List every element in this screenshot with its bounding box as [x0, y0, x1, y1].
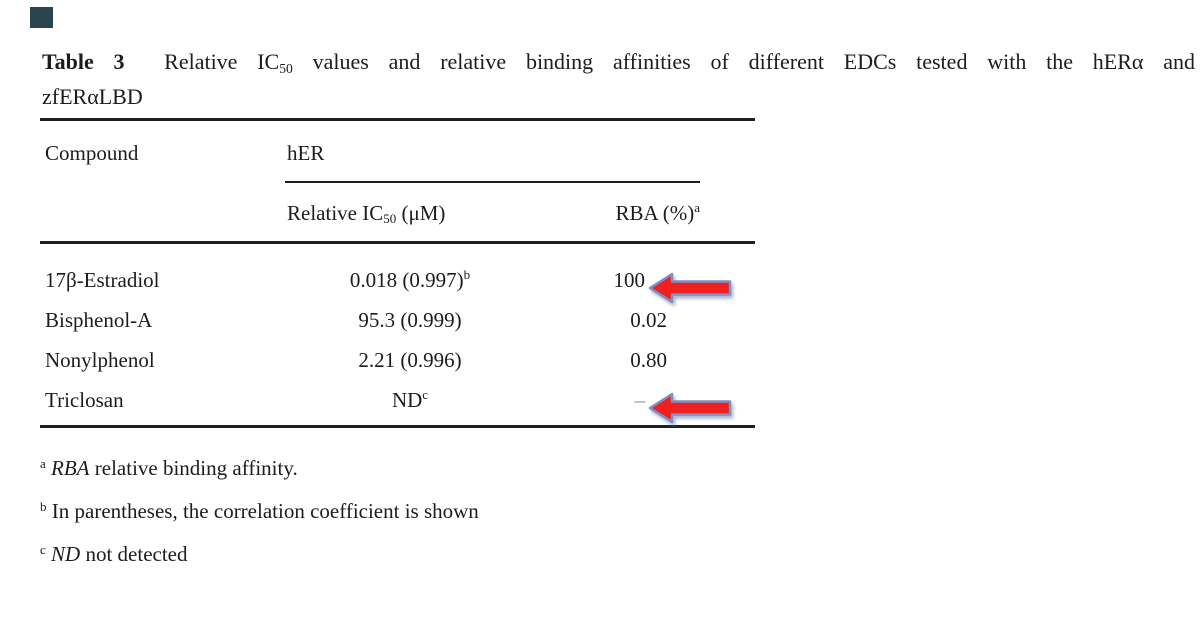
ic50-column-header: Relative IC50 (μM) — [287, 200, 446, 227]
red-arrow-icon — [648, 392, 732, 423]
footnote-c: c ND not detected — [40, 541, 188, 566]
group-header-rule — [285, 181, 700, 183]
rba-cell: 100 — [560, 267, 755, 303]
table-row: Nonylphenol 2.21 (0.996) 0.80 — [40, 340, 755, 380]
table-row: 17β-Estradiol 0.018 (0.997)b 100 — [40, 260, 755, 303]
rba-column-header: RBA (%)a — [615, 200, 700, 225]
corner-logo-mark — [30, 7, 53, 28]
rba-cell: – — [560, 387, 755, 423]
ic50-cell: 95.3 (0.999) — [358, 307, 462, 332]
compound-cell: Triclosan — [45, 387, 124, 412]
rba-value: 0.80 — [630, 347, 667, 372]
red-arrow-icon — [648, 272, 732, 303]
rba-value: 0.02 — [630, 307, 667, 332]
rba-cell: 0.80 — [560, 348, 755, 373]
compound-column-header: Compound — [45, 140, 139, 165]
ic50-cell: 2.21 (0.996) — [358, 347, 462, 372]
table-rule-top — [40, 118, 755, 121]
compound-cell: Bisphenol-A — [45, 307, 153, 332]
table-caption-line-1: Table 3 Relative IC50 values and relativ… — [42, 49, 1195, 76]
compound-cell: 17β-Estradiol — [45, 267, 160, 292]
group-header-her: hER — [287, 140, 325, 165]
table-caption: Table 3 Relative IC50 values and relativ… — [42, 46, 1195, 113]
results-table: Compound hER Relative IC50 (μM) RBA (%)a… — [40, 118, 755, 428]
table-header-row: Compound hER — [40, 121, 755, 181]
rba-cell: 0.02 — [560, 308, 755, 333]
rba-value: – — [634, 387, 646, 412]
table-row: Bisphenol-A 95.3 (0.999) 0.02 — [40, 300, 755, 340]
ic50-cell: NDc — [391, 387, 429, 412]
compound-cell: Nonylphenol — [45, 347, 155, 372]
footnote-b: b In parentheses, the correlation coeffi… — [40, 498, 479, 523]
table-rule-middle — [40, 241, 755, 244]
rba-value: 100 — [613, 267, 646, 292]
table-subheader-row: Relative IC50 (μM) RBA (%)a — [40, 183, 755, 241]
table-row: Triclosan NDc – — [40, 380, 755, 423]
table-caption-line-2: zfERαLBD — [42, 84, 143, 109]
footnotes: a RBA relative binding affinity. b In pa… — [40, 448, 479, 577]
table-body: 17β-Estradiol 0.018 (0.997)b 100 Bisphen… — [40, 244, 755, 423]
ic50-cell: 0.018 (0.997)b — [349, 267, 471, 292]
table-rule-bottom — [40, 425, 755, 428]
footnote-a: a RBA relative binding affinity. — [40, 455, 298, 480]
